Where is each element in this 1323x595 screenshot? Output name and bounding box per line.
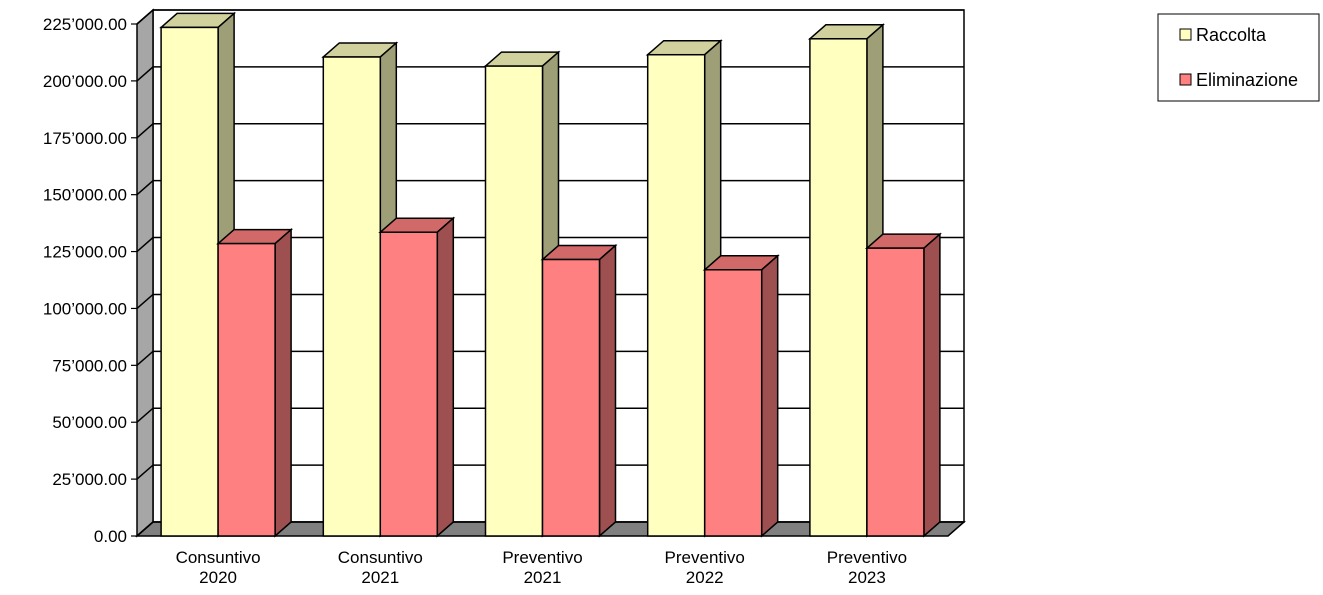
x-axis-categories: Consuntivo 2020 Consuntivo 2021 Preventivo 20… <box>176 548 907 587</box>
bar-eliminazione <box>864 232 942 538</box>
y-tick-label: 25’000.00 <box>52 470 127 489</box>
bar-eliminazione <box>540 243 618 538</box>
side-wall <box>136 8 154 538</box>
y-tick-label: 125’000.00 <box>43 243 127 262</box>
y-axis-ticks: 0.00 25’000.00 50’000.00 75’000.00 100’000.0… <box>43 15 137 546</box>
y-tick-label: 50’000.00 <box>52 413 127 432</box>
legend-label: Raccolta <box>1196 25 1267 45</box>
legend-label: Eliminazione <box>1196 70 1298 90</box>
y-tick-label: 100’000.00 <box>43 299 127 318</box>
bar-eliminazione <box>378 216 456 538</box>
bar-eliminazione <box>702 254 780 538</box>
bar-raccolta <box>645 39 723 538</box>
y-tick-label: 175’000.00 <box>43 129 127 148</box>
bar-eliminazione <box>216 227 294 538</box>
bars <box>159 11 942 538</box>
legend: Raccolta Eliminazione <box>1157 13 1320 102</box>
x-category-label: Consuntivo 2020 <box>176 548 261 587</box>
x-category-label: Preventivo 2023 <box>827 548 907 587</box>
gridline <box>136 9 964 25</box>
y-tick-label: 150’000.00 <box>43 186 127 205</box>
y-tick-label: 225’000.00 <box>43 15 127 34</box>
legend-swatch <box>1179 73 1192 86</box>
y-tick-label: 200’000.00 <box>43 72 127 91</box>
y-tick-label: 0.00 <box>94 527 127 546</box>
legend-swatch <box>1179 28 1192 41</box>
y-tick-label: 75’000.00 <box>52 356 127 375</box>
x-category-label: Consuntivo 2021 <box>338 548 423 587</box>
x-category-label: Preventivo 2022 <box>665 548 745 587</box>
x-category-label: Preventivo 2021 <box>502 548 582 587</box>
